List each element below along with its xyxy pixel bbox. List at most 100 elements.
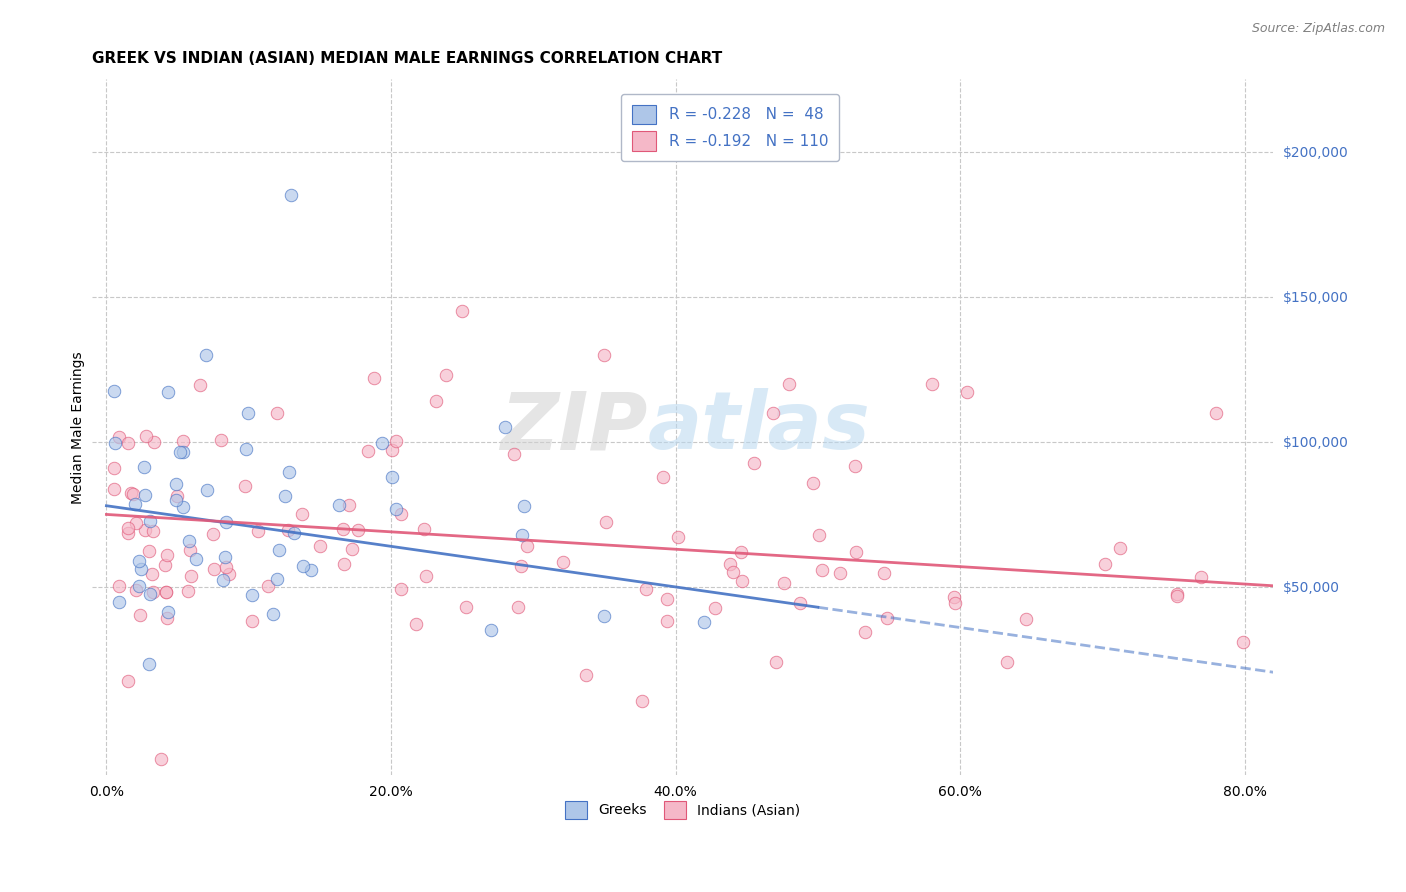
Point bbox=[156, 611, 179, 625]
Point bbox=[371, 436, 394, 450]
Point bbox=[128, 579, 150, 593]
Point bbox=[762, 406, 785, 420]
Point bbox=[876, 611, 898, 625]
Point bbox=[853, 625, 876, 640]
Point bbox=[332, 557, 354, 571]
Point bbox=[956, 384, 979, 399]
Point bbox=[247, 524, 270, 538]
Point bbox=[744, 456, 766, 470]
Point bbox=[553, 555, 575, 569]
Point bbox=[209, 434, 232, 448]
Point bbox=[138, 544, 160, 558]
Point bbox=[765, 655, 787, 669]
Point bbox=[172, 444, 194, 458]
Point bbox=[166, 489, 188, 503]
Point bbox=[131, 562, 153, 576]
Legend: Greeks, Indians (Asian): Greeks, Indians (Asian) bbox=[560, 796, 806, 824]
Point bbox=[778, 376, 800, 391]
Point bbox=[120, 485, 142, 500]
Point bbox=[1166, 589, 1188, 603]
Point bbox=[179, 543, 201, 558]
Point bbox=[810, 563, 832, 577]
Point bbox=[104, 436, 127, 450]
Y-axis label: Median Male Earnings: Median Male Earnings bbox=[72, 351, 86, 504]
Point bbox=[138, 514, 160, 528]
Point bbox=[328, 498, 350, 512]
Point bbox=[363, 371, 385, 385]
Point bbox=[381, 442, 404, 457]
Point bbox=[1109, 541, 1132, 556]
Point bbox=[731, 574, 754, 588]
Point bbox=[262, 607, 284, 621]
Point bbox=[277, 524, 299, 538]
Point bbox=[141, 567, 163, 582]
Point bbox=[218, 566, 240, 581]
Point bbox=[188, 377, 211, 392]
Point bbox=[828, 566, 851, 580]
Point bbox=[202, 527, 225, 541]
Point bbox=[384, 502, 406, 516]
Point bbox=[274, 489, 297, 503]
Point bbox=[124, 497, 146, 511]
Point bbox=[103, 384, 125, 398]
Point bbox=[721, 565, 744, 579]
Point bbox=[1232, 635, 1254, 649]
Point bbox=[240, 589, 263, 603]
Point bbox=[108, 430, 131, 444]
Point bbox=[143, 434, 166, 449]
Point bbox=[155, 584, 177, 599]
Point bbox=[1094, 557, 1116, 571]
Point bbox=[108, 595, 131, 609]
Point bbox=[125, 583, 148, 598]
Point bbox=[132, 460, 155, 475]
Point bbox=[156, 384, 179, 399]
Point bbox=[184, 552, 207, 566]
Point bbox=[266, 572, 288, 586]
Point bbox=[704, 601, 727, 615]
Point bbox=[165, 477, 187, 491]
Point bbox=[211, 573, 233, 587]
Point bbox=[636, 582, 658, 596]
Point bbox=[266, 406, 288, 420]
Point bbox=[494, 420, 516, 434]
Point bbox=[718, 557, 741, 571]
Point bbox=[180, 568, 202, 582]
Point bbox=[479, 624, 502, 638]
Point bbox=[283, 525, 305, 540]
Point bbox=[415, 568, 437, 582]
Point bbox=[385, 434, 408, 448]
Point bbox=[516, 539, 538, 553]
Point bbox=[789, 596, 811, 610]
Point bbox=[103, 482, 125, 496]
Text: atlas: atlas bbox=[647, 388, 870, 467]
Point bbox=[434, 368, 457, 383]
Point bbox=[451, 304, 474, 318]
Point bbox=[134, 487, 156, 501]
Point bbox=[214, 549, 236, 564]
Point bbox=[149, 752, 172, 766]
Point bbox=[165, 492, 187, 507]
Point bbox=[215, 560, 238, 574]
Text: Source: ZipAtlas.com: Source: ZipAtlas.com bbox=[1251, 22, 1385, 36]
Point bbox=[655, 592, 678, 607]
Point bbox=[389, 582, 412, 596]
Point bbox=[172, 500, 194, 515]
Point bbox=[510, 559, 533, 574]
Point bbox=[117, 521, 139, 535]
Point bbox=[357, 444, 380, 458]
Point bbox=[1189, 570, 1212, 584]
Point bbox=[381, 470, 404, 484]
Point bbox=[873, 566, 896, 580]
Point bbox=[195, 483, 218, 497]
Point bbox=[267, 542, 290, 557]
Point bbox=[425, 393, 447, 408]
Point bbox=[693, 615, 716, 629]
Point bbox=[844, 459, 866, 474]
Text: GREEK VS INDIAN (ASIAN) MEDIAN MALE EARNINGS CORRELATION CHART: GREEK VS INDIAN (ASIAN) MEDIAN MALE EARN… bbox=[93, 51, 723, 66]
Point bbox=[139, 587, 162, 601]
Point bbox=[155, 585, 177, 599]
Point bbox=[156, 548, 179, 562]
Point bbox=[172, 434, 194, 449]
Text: ZIP: ZIP bbox=[501, 388, 647, 467]
Point bbox=[1015, 611, 1038, 625]
